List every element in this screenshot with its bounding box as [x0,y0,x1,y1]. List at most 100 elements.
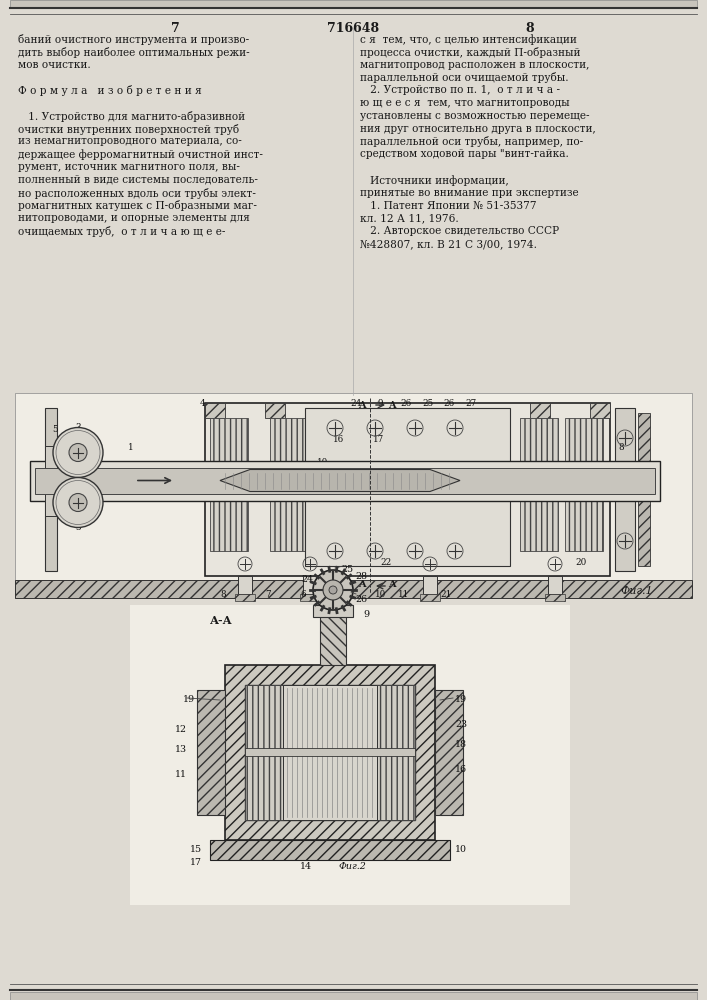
Text: 9: 9 [363,610,369,619]
Text: 27: 27 [465,399,477,408]
Bar [590,403,610,418]
Text: ромагнитных катушек с П-образными маг-: ромагнитных катушек с П-образными маг- [18,200,257,211]
Text: 15: 15 [190,845,202,854]
Bar [270,418,308,551]
Text: 2. Авторское свидетельство СССР: 2. Авторское свидетельство СССР [360,226,559,236]
Text: A: A [388,401,396,410]
Text: 16: 16 [455,765,467,774]
Text: 24: 24 [301,575,313,584]
Text: 10: 10 [455,845,467,854]
Text: 9: 9 [378,399,383,408]
Text: ния друг относительно друга в плоскости,: ния друг относительно друга в плоскости, [360,124,596,134]
Text: из немагнитопроводного материала, со-: из немагнитопроводного материала, со- [18,136,242,146]
Bar [15,393,692,598]
Bar [548,576,562,594]
Bar [615,408,635,571]
Text: полненный в виде системы последователь-: полненный в виде системы последователь- [18,175,258,185]
Text: Источники информации,: Источники информации, [360,175,509,186]
Text: 26: 26 [355,595,367,604]
Bar [245,748,415,756]
Text: 8: 8 [526,22,534,35]
Text: 4: 4 [200,399,206,408]
Bar [545,594,565,601]
Text: A: A [388,580,396,589]
Text: 3: 3 [75,522,81,532]
Bar [313,605,353,617]
Text: 26: 26 [400,399,411,408]
Circle shape [69,493,87,512]
Bar [225,665,435,840]
Text: 22: 22 [380,558,391,567]
Text: 12: 12 [175,725,187,734]
Text: ю щ е е с я  тем, что магнитопроводы: ю щ е е с я тем, что магнитопроводы [360,98,570,108]
Text: с я  тем, что, с целью интенсификации: с я тем, что, с целью интенсификации [360,34,577,45]
Text: 11: 11 [175,770,187,779]
Bar [30,460,660,500]
Bar [15,580,692,598]
Text: 6: 6 [300,590,305,599]
Text: нитопроводами, и опорные элементы для: нитопроводами, и опорные элементы для [18,213,250,223]
Bar [638,413,650,566]
Text: очищаемых труб,  о т л и ч а ю щ е е-: очищаемых труб, о т л и ч а ю щ е е- [18,226,226,237]
Circle shape [53,478,103,528]
Bar [423,576,437,594]
Text: 716648: 716648 [327,22,379,35]
Text: установлены с возможностью перемеще-: установлены с возможностью перемеще- [360,111,590,121]
Bar [245,685,283,820]
Text: параллельной оси трубы, например, по-: параллельной оси трубы, например, по- [360,136,583,147]
Text: Фиг.2: Фиг.2 [338,862,366,871]
Text: 1. Устройство для магнито-абразивной: 1. Устройство для магнито-абразивной [18,111,245,122]
Bar [10,992,697,1000]
Text: A: A [358,580,366,589]
Text: 10: 10 [317,458,328,467]
Text: 19: 19 [455,695,467,704]
Bar [420,594,440,601]
Bar [520,418,558,551]
Bar [210,840,450,860]
Text: А-А: А-А [210,615,233,626]
Text: магнитопровод расположен в плоскости,: магнитопровод расположен в плоскости, [360,60,590,70]
Text: 28: 28 [355,572,367,581]
Text: 25: 25 [341,565,353,574]
Bar [377,685,415,820]
Text: 1: 1 [128,442,134,452]
Text: 14: 14 [300,862,312,871]
Polygon shape [220,470,460,491]
Text: 24: 24 [350,399,361,408]
Text: дить выбор наиболее оптимальных режи-: дить выбор наиболее оптимальных режи- [18,47,250,58]
Text: румент, источник магнитного поля, вы-: румент, источник магнитного поля, вы- [18,162,240,172]
Text: средством ходовой пары "винт-гайка.: средством ходовой пары "винт-гайка. [360,149,569,159]
Bar [300,594,320,601]
Bar [245,685,415,820]
Text: 2. Устройство по п. 1,  о т л и ч а -: 2. Устройство по п. 1, о т л и ч а - [360,85,560,95]
Bar [265,403,285,418]
Bar [197,690,225,815]
Bar [305,408,510,566]
Text: 26: 26 [443,399,455,408]
Text: держащее ферромагнитный очистной инст-: держащее ферромагнитный очистной инст- [18,149,263,160]
Text: 13: 13 [175,745,187,754]
Text: 10: 10 [375,590,386,599]
Text: процесса очистки, каждый П-образный: процесса очистки, каждый П-образный [360,47,580,58]
Text: баний очистного инструмента и произво-: баний очистного инструмента и произво- [18,34,249,45]
Text: 25: 25 [422,399,433,408]
Text: Фиг.1: Фиг.1 [620,586,653,596]
Text: A: A [358,401,366,410]
Bar [530,403,550,418]
Text: Ф о р м у л а   и з о б р е т е н и я: Ф о р м у л а и з о б р е т е н и я [18,85,201,96]
Text: 7: 7 [170,22,180,35]
Text: 23: 23 [455,720,467,729]
Text: 8: 8 [618,442,624,452]
Circle shape [323,580,343,600]
Text: 2: 2 [340,615,346,624]
Text: 19: 19 [183,695,195,704]
Text: 17: 17 [373,435,384,444]
Bar [283,685,377,820]
Bar [35,468,655,493]
Text: 14: 14 [325,590,337,599]
Circle shape [329,586,337,594]
Bar [205,403,610,576]
Text: 23: 23 [510,473,521,482]
Text: кл. 12 А 11, 1976.: кл. 12 А 11, 1976. [360,213,459,223]
Bar [235,594,255,601]
